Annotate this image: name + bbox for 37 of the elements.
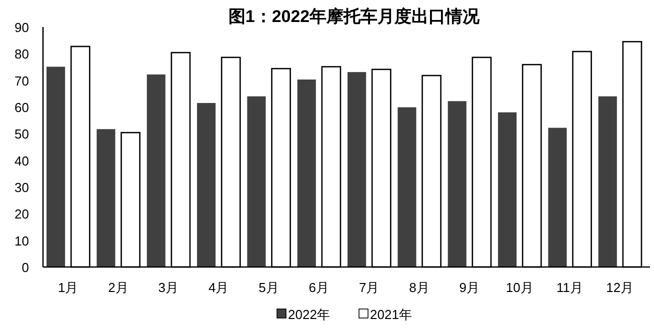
legend-label: 2021年 (370, 307, 412, 322)
bar (247, 96, 266, 267)
x-tick-label: 11月 (556, 280, 583, 295)
x-tick-label: 9月 (459, 280, 480, 295)
bar (46, 66, 66, 267)
y-tick-label: 30 (14, 180, 29, 195)
legend-label: 2022年 (288, 307, 330, 322)
bar (197, 103, 216, 267)
chart-title: 图1：2022年摩托车月度出口情况 (228, 7, 481, 26)
x-tick-label: 1月 (58, 280, 78, 295)
y-tick-label: 90 (14, 20, 29, 35)
bar (498, 112, 517, 267)
y-tick-label: 20 (14, 206, 29, 222)
x-tick-label: 12月 (606, 280, 634, 295)
y-tick-label: 80 (14, 46, 29, 62)
x-tick-label: 6月 (308, 280, 330, 295)
x-tick-label: 5月 (258, 280, 279, 295)
bar (398, 107, 416, 267)
x-tick-label: 10月 (506, 280, 534, 295)
bar (448, 101, 466, 267)
bar (146, 74, 166, 267)
x-tick-label: 3月 (158, 280, 179, 295)
bar (297, 80, 316, 267)
y-tick-label: 70 (14, 73, 29, 88)
bar (548, 128, 567, 267)
x-tick-label: 8月 (409, 280, 430, 295)
bar (348, 72, 366, 267)
x-tick-label: 4月 (208, 280, 229, 295)
y-tick-label: 40 (14, 153, 29, 168)
x-tick-label: 7月 (358, 280, 380, 295)
y-tick-label: 60 (14, 100, 29, 115)
x-tick-label: 2月 (108, 280, 128, 295)
y-tick-label: 10 (14, 233, 29, 248)
y-tick-label: 0 (22, 260, 29, 275)
y-tick-label: 50 (14, 126, 29, 142)
bar (598, 96, 617, 267)
bar (96, 129, 116, 267)
